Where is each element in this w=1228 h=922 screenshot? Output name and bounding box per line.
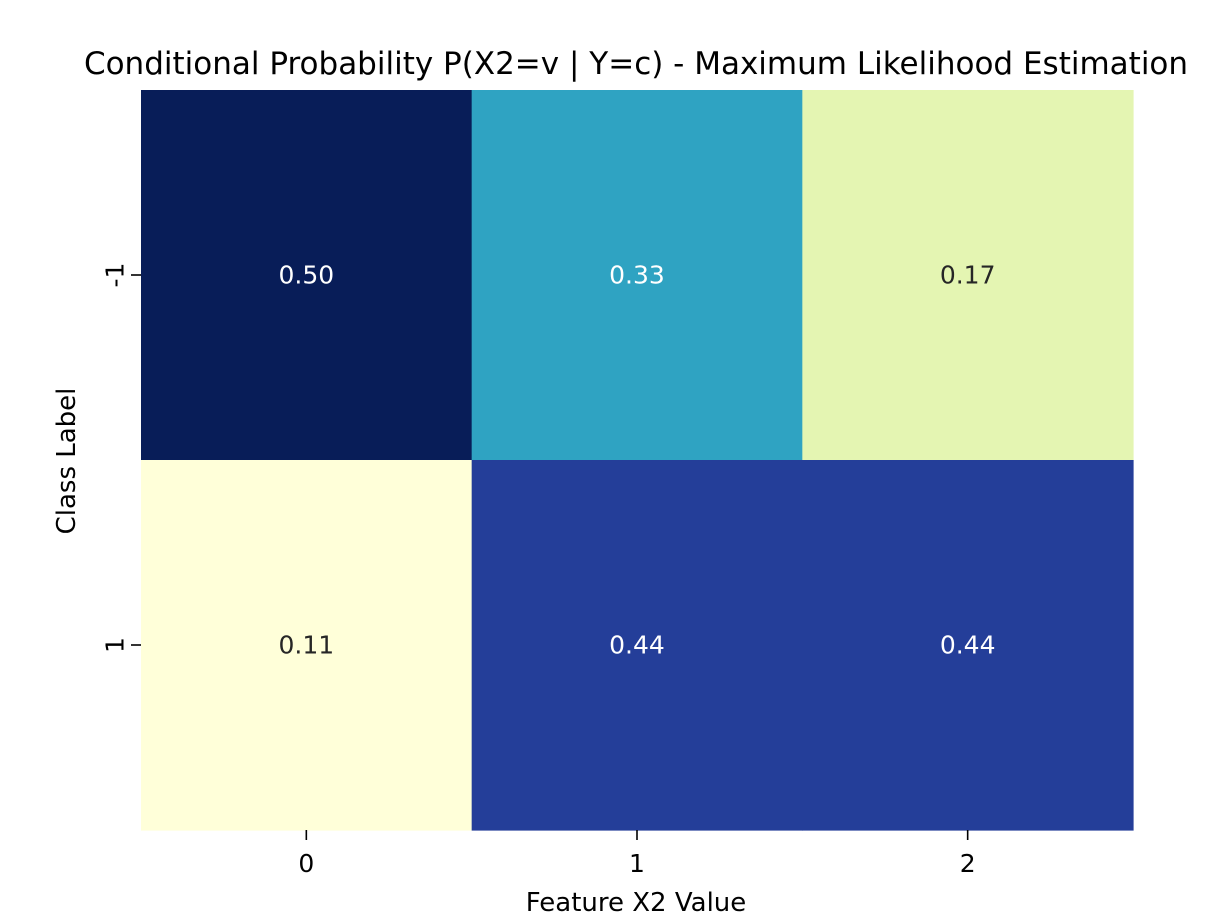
y-axis-ticks: -1 1 <box>101 263 141 653</box>
heatmap-cell <box>471 90 803 461</box>
x-axis-label: Feature X2 Value <box>526 888 747 918</box>
heatmap-cell-label: 0.11 <box>278 631 334 660</box>
y-tick-label: 1 <box>101 637 130 653</box>
heatmap-cell <box>471 460 803 831</box>
heatmap-cell-labels: 0.50 0.33 0.17 0.11 0.44 0.44 <box>278 261 995 660</box>
x-axis-ticks: 0 1 2 <box>298 830 976 878</box>
heatmap-cell-label: 0.33 <box>609 261 665 290</box>
y-axis-label: Class Label <box>52 388 82 535</box>
heatmap-cell <box>802 460 1134 831</box>
x-tick-label: 1 <box>629 849 645 878</box>
heatmap-cell-label: 0.17 <box>940 261 996 290</box>
y-tick-label: -1 <box>101 263 130 288</box>
heatmap-cell-label: 0.44 <box>609 631 665 660</box>
heatmap-cell-label: 0.50 <box>278 261 334 290</box>
heatmap-cell-label: 0.44 <box>940 631 996 660</box>
heatmap-cell <box>802 90 1134 461</box>
heatmap-cells <box>141 90 1134 831</box>
x-tick-label: 2 <box>960 849 976 878</box>
chart-title: Conditional Probability P(X2=v | Y=c) - … <box>84 46 1188 82</box>
x-tick-label: 0 <box>298 849 314 878</box>
heatmap-cell <box>141 90 473 461</box>
heatmap-cell <box>141 460 473 831</box>
